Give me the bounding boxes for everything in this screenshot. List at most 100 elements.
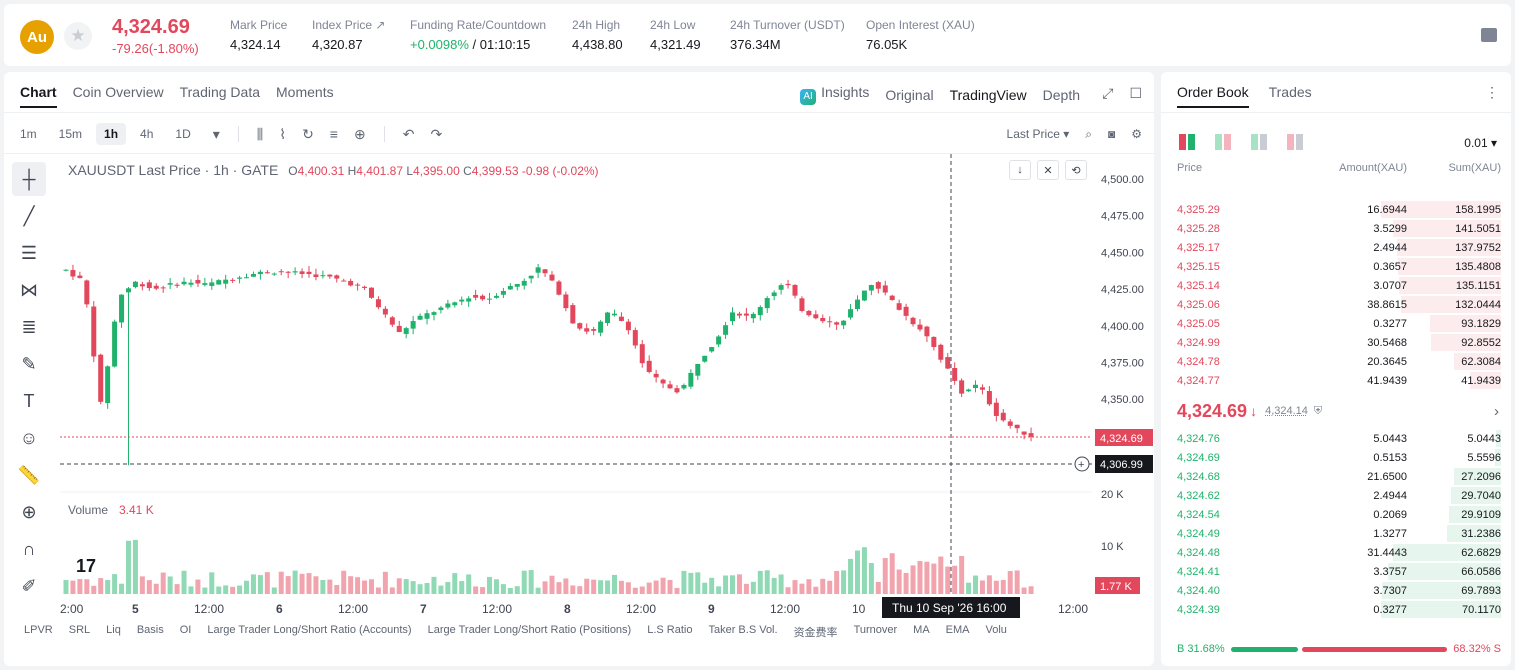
bid-row[interactable]: 4,324.49 1.3277 31.2386 [1161, 524, 1511, 543]
ask-row[interactable]: 4,325.17 2.4944 137.9752 [1161, 238, 1511, 257]
indicator-7[interactable]: L.S Ratio [647, 624, 693, 636]
insights-button[interactable]: AI Insights [800, 84, 869, 105]
timeframe-4h[interactable]: 4h [140, 127, 154, 141]
bid-row[interactable]: 4,324.39 0.3277 70.1170 [1161, 600, 1511, 619]
pattern-icon[interactable]: ⋈ [20, 279, 38, 300]
ruler-icon[interactable]: 📏 [17, 464, 41, 485]
ask-row[interactable]: 4,324.78 20.3645 62.3084 [1161, 352, 1511, 371]
tab-order-book[interactable]: Order Book [1177, 84, 1249, 108]
trend-line-icon[interactable]: ╱ [23, 205, 35, 226]
tick-size-select[interactable]: 0.01 ▾ [1464, 136, 1497, 150]
layout-asks-icon[interactable] [1287, 134, 1303, 150]
ask-row[interactable]: 4,325.28 3.5299 141.5051 [1161, 219, 1511, 238]
view-original[interactable]: Original [885, 86, 934, 103]
ask-row[interactable]: 4,325.14 3.0707 135.1151 [1161, 276, 1511, 295]
bid-row[interactable]: 4,324.54 0.2069 29.9109 [1161, 505, 1511, 524]
indicator-0[interactable]: LPVR [24, 624, 53, 636]
text-icon[interactable]: T [23, 390, 35, 411]
ask-row[interactable]: 4,325.29 16.6944 158.1995 [1161, 200, 1511, 219]
indicators-icon[interactable]: ⌇ [279, 125, 287, 142]
indicator-11[interactable]: MA [913, 624, 930, 636]
crosshair-icon[interactable]: ┼ [12, 162, 46, 196]
ask-row[interactable]: 4,325.15 0.3657 135.4808 [1161, 257, 1511, 276]
horizontal-lines-icon[interactable]: ☰ [20, 242, 38, 263]
undo-icon[interactable]: ↶ [402, 125, 415, 142]
indicator-9[interactable]: 资金费率 [793, 627, 838, 639]
tab-trading-data[interactable]: Trading Data [179, 84, 261, 100]
stat-index-price[interactable]: Index Price ↗ 4,320.87 [312, 18, 386, 52]
collapse-icon[interactable]: ✕ [1037, 160, 1059, 180]
window-icon[interactable]: ☐ [1129, 85, 1142, 101]
more-menu-icon[interactable]: ⋮ [1485, 84, 1499, 100]
book-icon[interactable] [1481, 28, 1497, 42]
bid-row[interactable]: 4,324.69 0.5153 5.5596 [1161, 448, 1511, 467]
camera-icon[interactable]: ◙ [1107, 127, 1116, 141]
bid-row[interactable]: 4,324.48 31.4443 62.6829 [1161, 543, 1511, 562]
indicator-1[interactable]: SRL [68, 624, 91, 636]
tab-trades[interactable]: Trades [1268, 84, 1312, 100]
bid-row[interactable]: 4,324.62 2.4944 29.7040 [1161, 486, 1511, 505]
reset-icon[interactable]: ⟲ [1065, 160, 1087, 180]
volume-axis-label: 10 K [1101, 541, 1124, 553]
tab-coin-overview[interactable]: Coin Overview [72, 84, 164, 100]
candle-body [389, 317, 395, 325]
bid-row[interactable]: 4,324.40 3.7307 69.7893 [1161, 581, 1511, 600]
ask-row[interactable]: 4,324.77 41.9439 41.9439 [1161, 371, 1511, 390]
bid-row[interactable]: 4,324.68 21.6500 27.2096 [1161, 467, 1511, 486]
layout-mixed-icon[interactable] [1215, 134, 1231, 150]
timeframe-1m[interactable]: 1m [20, 127, 37, 141]
candle-body [1000, 412, 1006, 421]
templates-icon[interactable]: ≡ [329, 126, 338, 142]
indicator-5[interactable]: Large Trader Long/Short Ratio (Accounts) [207, 624, 412, 636]
price-chart[interactable]: 4,500.00 4,475.00 4,450.00 4,425.00 4,400.00… [4, 72, 1154, 666]
zoom-in-icon[interactable]: ⊕ [21, 501, 37, 522]
timeframe-1d[interactable]: 1D [175, 127, 191, 141]
layout-bids-icon[interactable] [1251, 134, 1267, 150]
bid-row[interactable]: 4,324.76 5.0443 5.0443 [1161, 429, 1511, 448]
ask-row[interactable]: 4,324.99 30.5468 92.8552 [1161, 333, 1511, 352]
fib-icon[interactable]: ≣ [21, 316, 37, 337]
candle-type-icon[interactable]: ⫼ [256, 125, 264, 142]
volume-bar [903, 572, 909, 594]
settings-gear-icon[interactable]: ⚙ [1131, 127, 1142, 141]
replay-icon[interactable]: ↻ [302, 125, 314, 142]
volume-bar [1028, 586, 1034, 594]
view-tradingview[interactable]: TradingView [949, 86, 1027, 103]
favorite-star-icon[interactable]: ★ [64, 22, 92, 50]
indicator-13[interactable]: Volu [985, 624, 1007, 636]
view-depth[interactable]: Depth [1042, 86, 1080, 103]
indicator-3[interactable]: Basis [136, 624, 164, 636]
candle-body [493, 295, 499, 298]
timeframe-1h[interactable]: 1h [96, 123, 127, 145]
tab-moments[interactable]: Moments [276, 84, 334, 100]
indicator-6[interactable]: Large Trader Long/Short Ratio (Positions… [427, 624, 632, 636]
brush-icon[interactable]: ✎ [21, 353, 37, 374]
add-indicator-icon[interactable]: ⊕ [353, 125, 366, 142]
search-icon[interactable]: ⌕ [1085, 126, 1092, 141]
toolbar-right: Last Price ▾ ⌕ ◙ ⚙ [1007, 127, 1142, 142]
layout-both-icon[interactable] [1179, 134, 1195, 150]
pencil-lock-icon[interactable]: ✐ [21, 575, 37, 596]
indicator-4[interactable]: OI [179, 624, 192, 636]
redo-icon[interactable]: ↷ [430, 125, 443, 142]
indicator-8[interactable]: Taker B.S Vol. [708, 624, 778, 636]
volume-bar [674, 587, 680, 594]
ask-row[interactable]: 4,325.06 38.8615 132.0444 [1161, 295, 1511, 314]
indicator-12[interactable]: EMA [945, 624, 970, 636]
tab-chart[interactable]: Chart [20, 84, 57, 108]
chevron-right-icon[interactable]: › [1494, 402, 1499, 420]
ask-amount: 3.5299 [1373, 222, 1407, 235]
timeframe-dropdown-icon[interactable]: ▾ [212, 125, 220, 142]
bid-row[interactable]: 4,324.41 3.3757 66.0586 [1161, 562, 1511, 581]
candle-body [257, 271, 263, 275]
emoji-icon[interactable]: ☺ [19, 427, 39, 448]
indicator-2[interactable]: Liq [106, 624, 121, 636]
magnet-icon[interactable]: ∩ [22, 538, 36, 559]
price-type-select[interactable]: Last Price ▾ [1006, 127, 1070, 141]
mid-price-row[interactable]: 4,324.69 ↓ 4,324.14 ⛨ › [1177, 398, 1499, 424]
ask-row[interactable]: 4,325.05 0.3277 93.1829 [1161, 314, 1511, 333]
scroll-down-icon[interactable]: ↓ [1009, 160, 1031, 180]
expand-icon[interactable]: ⤢ [1102, 85, 1114, 101]
timeframe-15m[interactable]: 15m [58, 127, 83, 141]
indicator-10[interactable]: Turnover [853, 624, 898, 636]
